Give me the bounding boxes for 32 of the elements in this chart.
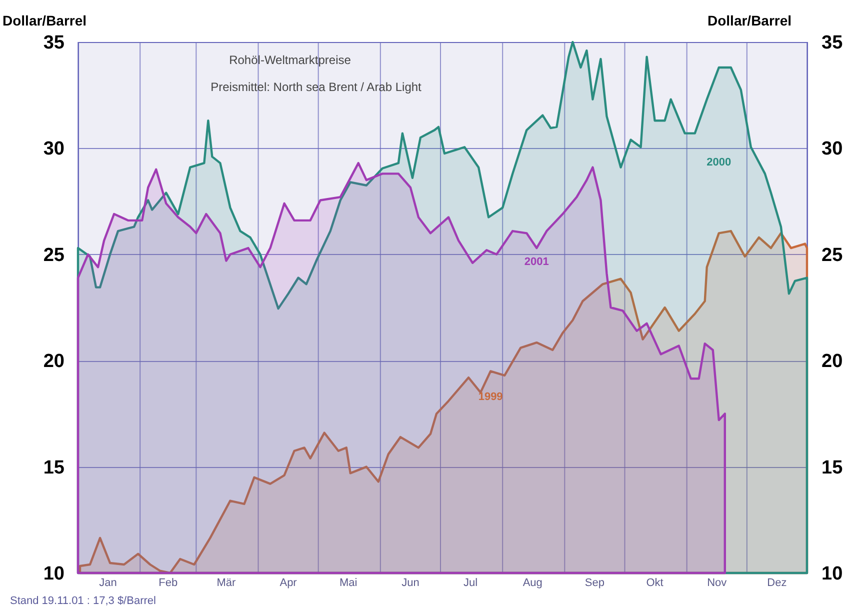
annotation: Preismittel: North sea Brent / Arab Light <box>210 80 422 94</box>
text: Stand 19.11.01 : 17,3 $/Barrel <box>10 595 156 607</box>
x-tick-label: Okt <box>646 577 664 589</box>
y2-tick-label: 20 <box>822 351 843 372</box>
x-tick-label: Jul <box>464 577 478 589</box>
series-label: 1999 <box>478 391 503 404</box>
y2-tick-label: 15 <box>822 457 844 478</box>
y2-tick-label: 10 <box>822 564 843 584</box>
x-tick-label: Mai <box>340 577 358 589</box>
series-label: 2001 <box>524 256 549 268</box>
y-tick-label: 20 <box>43 351 64 372</box>
x-tick-label: Apr <box>280 577 298 589</box>
y-tick-label: 10 <box>43 564 64 584</box>
y2-tick-label: 30 <box>822 138 843 160</box>
y2-axis-title: Dollar/Barrel <box>708 12 792 28</box>
y-tick-label: 25 <box>43 244 65 266</box>
x-tick-label: Mär <box>216 577 236 589</box>
x-tick-label: Jan <box>99 577 117 589</box>
y-axis-title: Dollar/Barrel <box>2 12 87 28</box>
annotation: Rohöl-Weltmarktpreise <box>229 53 352 67</box>
x-tick-label: Sep <box>584 577 604 589</box>
y-tick-label: 15 <box>43 457 65 478</box>
y-tick-label: 30 <box>43 138 64 160</box>
x-tick-label: Jun <box>402 577 420 589</box>
x-tick-label: Dez <box>767 577 787 589</box>
y-tick-label: 35 <box>43 32 65 54</box>
y2-tick-label: 25 <box>822 244 844 266</box>
x-tick-label: Feb <box>158 577 178 589</box>
series-label: 2000 <box>706 156 732 168</box>
x-tick-label: Aug <box>522 577 542 589</box>
x-tick-label: Nov <box>707 577 728 589</box>
y2-tick-label: 35 <box>822 32 844 54</box>
